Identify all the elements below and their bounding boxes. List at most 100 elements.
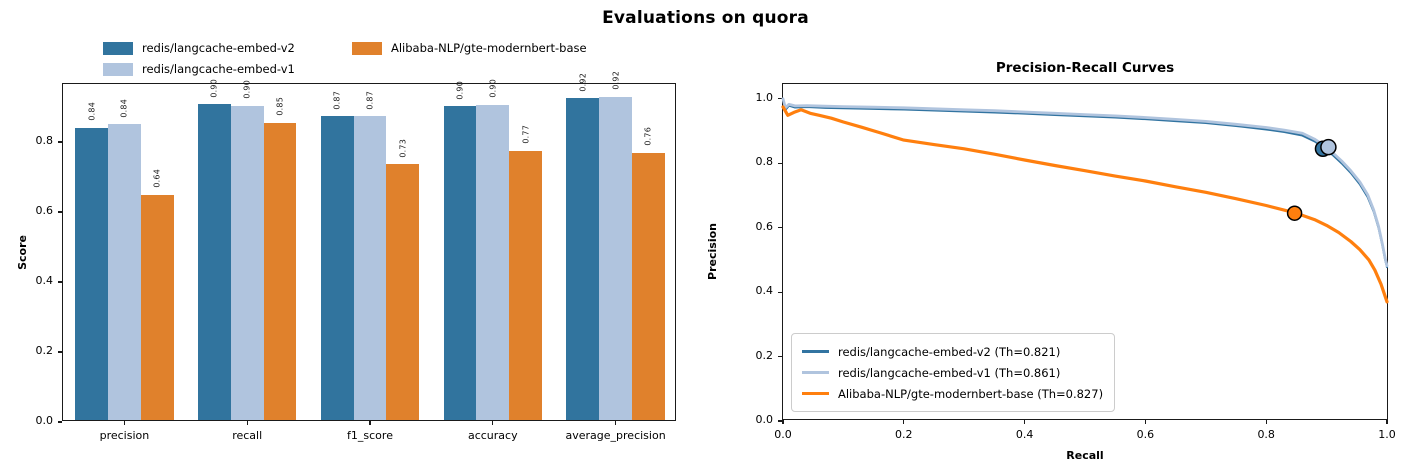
bar-recall-series1 — [230, 105, 264, 420]
x-tick — [492, 421, 494, 425]
legend-label-embed-v2: redis/langcache-embed-v2 — [142, 41, 295, 55]
x-tick-label: 1.0 — [1378, 428, 1396, 441]
bar-recall-series0 — [198, 104, 231, 420]
legend-item-embed-v2: redis/langcache-embed-v2 — [103, 41, 295, 55]
bar-accuracy-series1 — [476, 105, 510, 420]
pr-chart-xlabel: Recall — [1066, 449, 1104, 462]
x-tick-label: f1_score — [347, 429, 393, 442]
x-tick-label: 0.2 — [895, 428, 913, 441]
bar-value-label: 0.92 — [611, 71, 621, 91]
legend-swatch-modernbert — [352, 41, 382, 55]
bar-precision-series1 — [108, 124, 141, 420]
bar-value-label: 0.85 — [275, 97, 285, 116]
y-tick — [778, 98, 782, 100]
bar-value-label: 0.84 — [87, 101, 97, 121]
pr-chart-title: Precision-Recall Curves — [995, 60, 1175, 76]
bar-recall-series2 — [263, 122, 297, 420]
legend-item-modernbert: Alibaba-NLP/gte-modernbert-base — [352, 41, 587, 55]
pr-curve-series2 — [781, 105, 1389, 304]
bar-accuracy-series2 — [509, 150, 542, 420]
bar-precision-series2 — [140, 195, 174, 420]
y-tick-label: 0.4 — [755, 284, 774, 298]
x-tick-label: recall — [232, 429, 263, 442]
y-tick — [778, 420, 782, 422]
y-tick — [778, 355, 782, 358]
x-tick-label: 0.4 — [1015, 428, 1034, 441]
x-tick — [369, 421, 371, 425]
bar-f1_score-series0 — [320, 116, 354, 420]
x-tick — [615, 421, 617, 425]
threshold-marker-series1 — [1320, 138, 1337, 156]
pr-curve-series1 — [781, 97, 1389, 268]
y-tick-label: 0.6 — [35, 204, 54, 218]
legend-swatch-embed-v2 — [103, 41, 133, 55]
legend-label-embed-v1: redis/langcache-embed-v1 — [142, 62, 295, 76]
y-tick — [58, 141, 62, 143]
bar-chart-ylabel: Score — [15, 234, 29, 270]
bar-value-label: 0.84 — [119, 98, 129, 118]
y-tick — [58, 211, 62, 213]
bar-value-label: 0.64 — [152, 169, 162, 189]
pr-chart-ylabel: Precision — [705, 223, 719, 280]
bar-precision-series0 — [75, 127, 108, 420]
pr-legend-label-embed-v2: redis/langcache-embed-v2 (Th=0.821) — [838, 344, 1061, 359]
y-tick — [778, 227, 782, 229]
bar-accuracy-series0 — [443, 106, 477, 420]
y-tick-label: 0.0 — [755, 413, 774, 426]
pr-curves-plot-area: redis/langcache-embed-v2 (Th=0.821) redi… — [756, 83, 1396, 441]
bar-value-label: 0.90 — [242, 80, 252, 99]
bar-value-label: 0.90 — [455, 80, 465, 100]
x-tick-label: 0.8 — [1257, 428, 1275, 441]
y-tick-label: 0.8 — [35, 134, 54, 148]
bar-value-label: 0.73 — [398, 138, 408, 158]
x-tick-label: average_precision — [565, 429, 666, 442]
y-tick-label: 1.0 — [755, 90, 774, 104]
y-tick — [58, 351, 62, 353]
bar-f1_score-series2 — [386, 164, 420, 420]
x-tick-label: precision — [99, 429, 150, 442]
bar-value-label: 0.76 — [643, 127, 653, 147]
x-tick — [246, 421, 248, 425]
y-tick — [58, 421, 62, 423]
bar-average_precision-series1 — [599, 97, 632, 420]
bar-value-label: 0.90 — [488, 79, 498, 99]
x-tick — [1144, 420, 1146, 424]
y-tick-label: 0.8 — [755, 155, 774, 169]
bar-chart-plot-area: 0.0 0.2 0.4 0.6 0.8 precision 0.84 0.84 0.64 reca… — [36, 71, 676, 442]
pr-chart-legend: redis/langcache-embed-v2 (Th=0.821) redi… — [791, 333, 1116, 412]
pr-legend-item-modernbert: Alibaba-NLP/gte-modernbert-base (Th=0.82… — [802, 383, 1103, 404]
bar-value-label: 0.90 — [209, 78, 219, 98]
legend-label-modernbert: Alibaba-NLP/gte-modernbert-base — [391, 41, 587, 55]
x-tick-label: accuracy — [467, 429, 518, 442]
bar-f1_score-series1 — [353, 116, 387, 420]
pr-legend-label-embed-v1: redis/langcache-embed-v1 (Th=0.861) — [838, 365, 1061, 380]
bar-value-label: 0.87 — [332, 90, 342, 110]
pr-legend-line-embed-v2 — [802, 350, 829, 353]
x-tick — [1386, 420, 1388, 424]
x-tick — [123, 421, 125, 425]
y-tick-label: 0.4 — [35, 274, 54, 288]
bar-average_precision-series0 — [566, 98, 600, 420]
bar-value-label: 0.87 — [365, 90, 375, 110]
pr-curves-canvas — [781, 97, 1389, 304]
y-tick — [778, 291, 782, 293]
y-tick-label: 0.0 — [35, 414, 54, 427]
x-tick-label: 0.0 — [774, 428, 792, 441]
y-tick-label: 0.6 — [755, 219, 774, 233]
y-tick-label: 0.2 — [35, 344, 54, 358]
figure-title: Evaluations on quora — [602, 8, 809, 28]
x-tick — [1024, 420, 1026, 424]
pr-legend-line-modernbert — [802, 392, 829, 395]
y-tick — [778, 162, 782, 164]
legend-swatch-embed-v1 — [103, 62, 133, 76]
bar-value-label: 0.77 — [521, 124, 531, 144]
pr-legend-line-embed-v1 — [802, 371, 829, 374]
pr-legend-item-embed-v2: redis/langcache-embed-v2 (Th=0.821) — [802, 341, 1103, 362]
legend-item-embed-v1: redis/langcache-embed-v1 — [103, 62, 295, 76]
pr-legend-label-modernbert: Alibaba-NLP/gte-modernbert-base (Th=0.82… — [838, 386, 1104, 401]
x-tick-label: 0.6 — [1136, 428, 1155, 441]
y-tick-label: 0.2 — [755, 348, 774, 362]
y-tick — [58, 281, 62, 283]
x-tick — [903, 420, 905, 424]
